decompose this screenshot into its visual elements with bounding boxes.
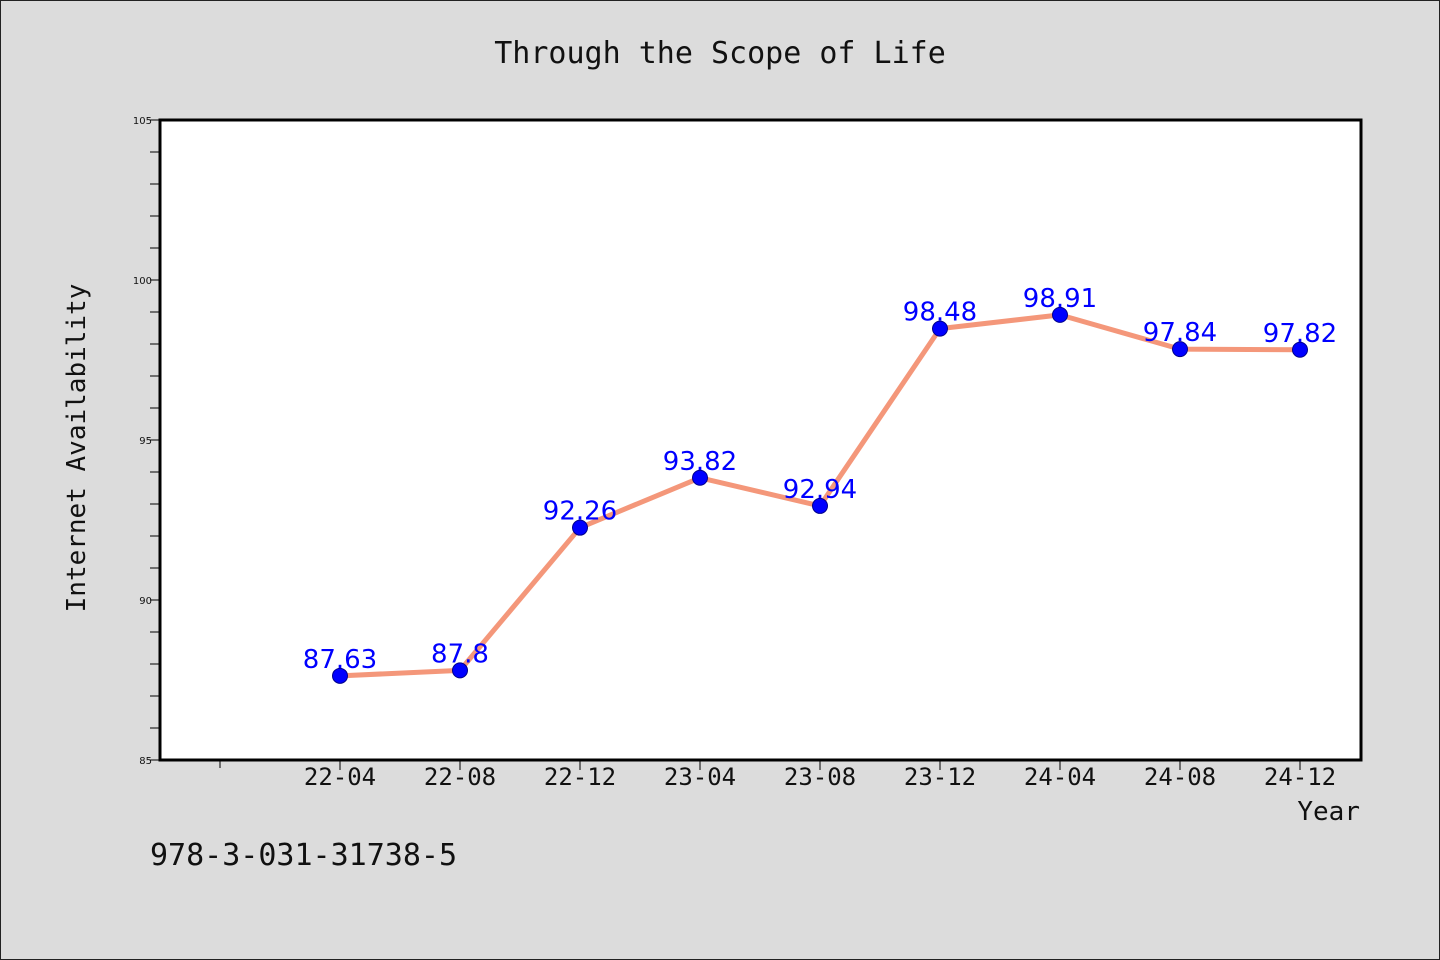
- data-label: 93.82: [663, 447, 737, 477]
- x-tick-label: 23-04: [664, 763, 736, 791]
- data-point: [1052, 306, 1068, 323]
- plot-area: [160, 120, 1361, 760]
- x-tick-label: 23-12: [904, 763, 976, 791]
- y-tick-label: 90: [139, 596, 152, 607]
- y-tick-label: 105: [133, 116, 152, 127]
- data-label: 92.94: [783, 475, 857, 505]
- y-axis-label: Internet Availability: [62, 284, 92, 613]
- x-tick-label: 24-04: [1024, 763, 1096, 791]
- data-point: [1292, 341, 1308, 358]
- data-label: 98.48: [903, 298, 977, 328]
- data-label: 97.84: [1143, 318, 1217, 348]
- data-point: [1172, 341, 1188, 358]
- x-tick-label: 23-08: [784, 763, 856, 791]
- data-point: [812, 497, 828, 514]
- x-tick-label: 24-08: [1144, 763, 1216, 791]
- data-label: 87.8: [431, 639, 489, 669]
- x-tick-label: 22-08: [424, 763, 496, 791]
- footer-identifier: 978-3-031-31738-5: [150, 838, 457, 873]
- plot-border: [158, 118, 1363, 762]
- x-axis-ticks: 22-04 22-08 22-12 23-04 23-08 23-12 24-04 24-08…: [219, 760, 1336, 791]
- x-tick-label: 24-12: [1264, 763, 1336, 791]
- series-layer: [332, 306, 1308, 684]
- x-tick-label: 22-04: [304, 763, 376, 791]
- data-point: [692, 469, 708, 486]
- data-point: [572, 519, 588, 536]
- chart-title: Through the Scope of Life: [494, 36, 946, 71]
- y-tick-label: 100: [133, 276, 152, 287]
- data-label: 87.63: [303, 645, 377, 675]
- y-axis-ticks: 85 90 95 100 105: [133, 116, 160, 767]
- y-tick-label: 85: [139, 756, 152, 767]
- data-label: 97.82: [1263, 319, 1337, 349]
- x-axis-label: Year: [1297, 797, 1360, 827]
- data-labels-layer: 87.63 87.8 92.26 93.82 92.94 98.48 98.91 97.84 9…: [303, 284, 1337, 675]
- y-tick-label: 95: [139, 436, 152, 447]
- data-point: [332, 667, 348, 684]
- data-label: 92.26: [543, 497, 617, 527]
- data-point: [932, 320, 948, 337]
- data-point: [452, 662, 468, 679]
- x-tick-label: 22-12: [544, 763, 616, 791]
- data-label: 98.91: [1023, 284, 1097, 314]
